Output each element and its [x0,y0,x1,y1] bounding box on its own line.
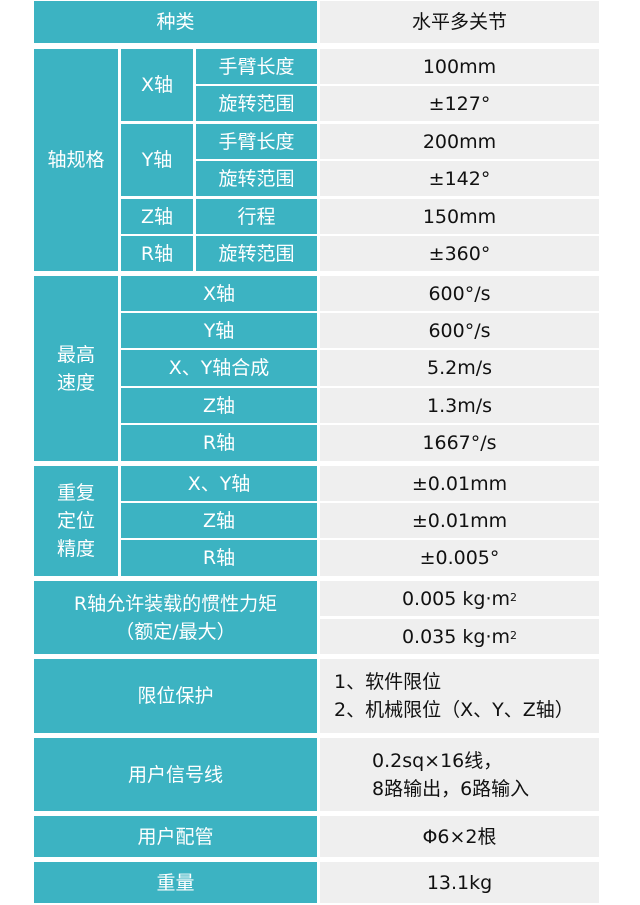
repeatability-label: 重复 定位 精度 [34,466,118,576]
repeat-xy-label: X、Y轴 [121,466,317,501]
limit-protection-label: 限位保护 [34,659,317,733]
speed-y-value: 600°/s [320,313,599,348]
speed-r-label: R轴 [121,425,317,461]
repeat-z-label: Z轴 [121,503,317,538]
speed-x-label: X轴 [121,276,317,311]
max-speed-label: 最高 速度 [34,276,118,461]
user-signal-label: 用户信号线 [34,738,317,811]
repeat-xy-value: ±0.01mm [320,466,599,501]
y-rotation-value: ±142° [320,161,599,196]
inertia-max-text: 0.035 kg·m [401,625,511,648]
z-axis-label: Z轴 [121,199,193,234]
y-rotation-label: 旋转范围 [196,161,317,196]
inertia-rated-value: 0.005 kg·m 2 [320,581,599,616]
user-piping-label: 用户配管 [34,816,317,857]
inertia-rated-text: 0.005 kg·m [401,587,511,610]
speed-xy-value: 5.2m/s [320,350,599,386]
speed-x-value: 600°/s [320,276,599,311]
z-stroke-value: 150mm [320,199,599,234]
weight-label: 重量 [34,862,317,903]
type-value: 水平多关节 [320,1,599,43]
x-rotation-label: 旋转范围 [196,86,317,121]
r-axis-label: R轴 [121,236,193,271]
y-arm-length-value: 200mm [320,124,599,159]
weight-value: 13.1kg [320,862,599,903]
user-piping-value: Φ6×2根 [320,816,599,857]
x-rotation-value: ±127° [320,86,599,121]
user-signal-value: 0.2sq×16线， 8路输出，6路输入 [320,738,599,811]
speed-xy-label: X、Y轴合成 [121,350,317,386]
speed-z-label: Z轴 [121,388,317,423]
speed-y-label: Y轴 [121,313,317,348]
inertia-label: R轴允许装载的惯性力矩 （额定/最大） [34,581,317,654]
x-axis-label: X轴 [121,49,193,121]
repeat-r-value: ±0.005° [320,540,599,576]
axis-spec-label: 轴规格 [34,49,118,271]
x-arm-length-label: 手臂长度 [196,49,317,84]
repeat-r-label: R轴 [121,540,317,576]
r-rotation-label: 旋转范围 [196,236,317,271]
limit-protection-value: 1、软件限位 2、机械限位（X、Y、Z轴） [320,659,599,733]
speed-r-value: 1667°/s [320,425,599,461]
y-arm-length-label: 手臂长度 [196,124,317,159]
speed-z-value: 1.3m/s [320,388,599,423]
inertia-max-value: 0.035 kg·m 2 [320,619,599,654]
y-axis-label: Y轴 [121,124,193,196]
z-stroke-label: 行程 [196,199,317,234]
r-rotation-value: ±360° [320,236,599,271]
x-arm-length-value: 100mm [320,49,599,84]
repeat-z-value: ±0.01mm [320,503,599,538]
type-label: 种类 [34,1,317,43]
